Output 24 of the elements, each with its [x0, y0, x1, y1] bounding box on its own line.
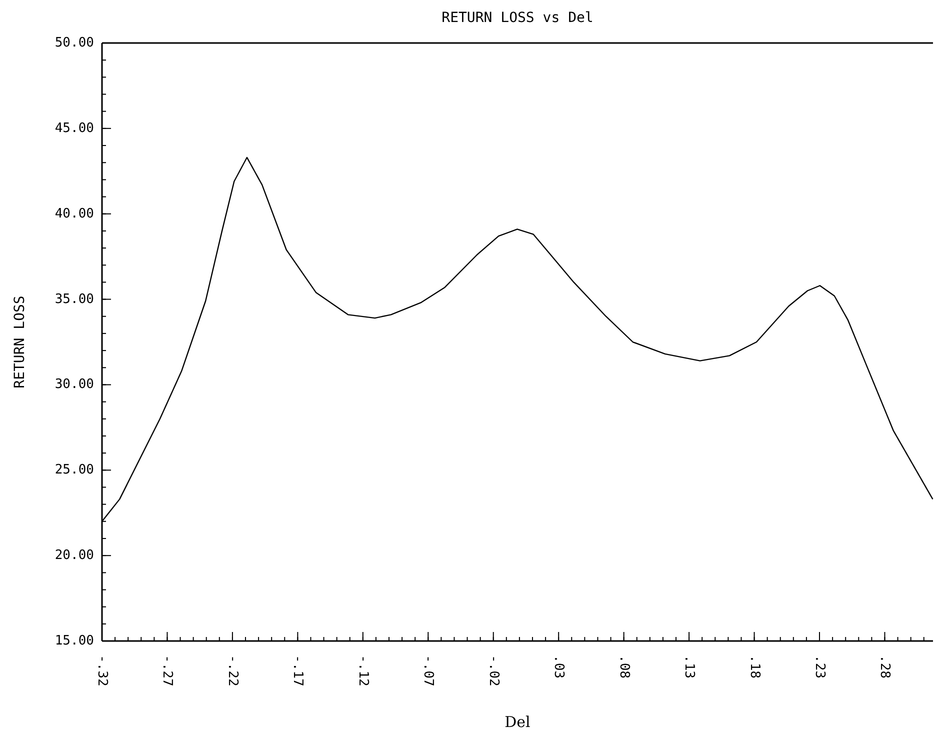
y-tick-label: 20.00	[54, 548, 94, 564]
x-tick-label: .13	[682, 655, 697, 678]
x-tick-label: .08	[616, 655, 632, 678]
x-tick-label: -.17	[290, 655, 306, 686]
x-tick-label: .23	[812, 655, 828, 678]
y-tick-label: 15.00	[54, 634, 94, 648]
y-tick-label: 25.00	[54, 462, 94, 478]
x-tick-label: -.12	[355, 655, 370, 686]
x-tick-label: -.07	[420, 655, 436, 686]
x-tick-label: -.22	[224, 655, 240, 686]
y-tick-label: 35.00	[54, 292, 94, 307]
x-tick-label: .28	[877, 655, 892, 678]
y-tick-label: 30.00	[54, 377, 94, 392]
y-tick-label: 50.00	[54, 36, 94, 50]
x-tick-label: -.02	[486, 655, 501, 686]
y-tick-label: 45.00	[54, 120, 94, 136]
y-tick-label: 40.00	[54, 206, 94, 222]
x-tick-label: .18	[746, 655, 762, 678]
chart-title: RETURN LOSS vs Del	[442, 10, 594, 26]
y-axis-title: RETURN LOSS	[12, 296, 28, 388]
x-tick-label: -.32	[94, 655, 110, 686]
x-tick-label: -.27	[160, 655, 175, 686]
x-tick-label: .03	[551, 655, 566, 678]
x-axis-title: Del	[504, 713, 531, 731]
